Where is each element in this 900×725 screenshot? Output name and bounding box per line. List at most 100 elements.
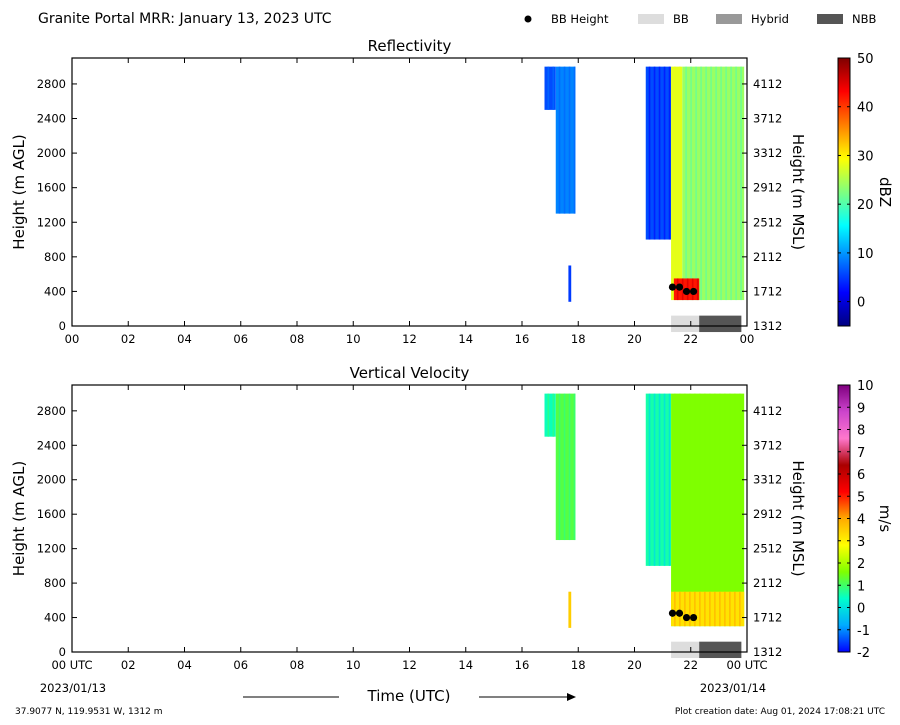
x-tick-label: 04 bbox=[177, 658, 192, 672]
echo-streak bbox=[648, 66, 651, 240]
echo-streak bbox=[663, 66, 666, 240]
echo-streak bbox=[674, 591, 676, 627]
creation-date-label: Plot creation date: Aug 01, 2024 17:08:2… bbox=[675, 707, 885, 717]
bb-height-point bbox=[689, 287, 698, 296]
y-tick-label: 400 bbox=[44, 611, 66, 625]
y-tick-label: 800 bbox=[44, 576, 66, 590]
echo-cell bbox=[544, 66, 556, 110]
y2-tick-label: 2912 bbox=[753, 507, 782, 521]
colorbar-tick-label: 9 bbox=[857, 401, 865, 416]
x-tick-label: 00 bbox=[740, 332, 755, 346]
colorbar-tick-label: 50 bbox=[857, 52, 874, 67]
bb-height-point bbox=[668, 283, 677, 291]
x-tick-label: 02 bbox=[121, 658, 136, 672]
y2-tick-label: 2512 bbox=[753, 215, 782, 229]
echo-streak bbox=[558, 66, 561, 214]
y2-tick-label: 1312 bbox=[753, 645, 782, 659]
bb-type-bar bbox=[699, 641, 742, 659]
y2-tick-label: 3712 bbox=[753, 112, 782, 126]
echo-streak bbox=[724, 591, 726, 627]
y-tick-label: 1200 bbox=[37, 215, 66, 229]
echo-streak bbox=[658, 66, 661, 240]
echo-layer bbox=[544, 66, 745, 302]
echo-streak bbox=[720, 66, 722, 301]
bb-height-point bbox=[682, 287, 691, 296]
echo-streak bbox=[714, 393, 716, 627]
x-tick-label: 10 bbox=[346, 658, 361, 672]
x-tick-label: 02 bbox=[121, 332, 136, 346]
colorbar-label: m/s bbox=[876, 505, 894, 533]
echo-cell bbox=[568, 265, 572, 302]
x-tick-label: 14 bbox=[458, 332, 473, 346]
echo-streak bbox=[674, 66, 676, 301]
echo-streak bbox=[729, 393, 731, 627]
echo-streak bbox=[684, 591, 686, 627]
echo-streak bbox=[694, 591, 696, 627]
x-tick-label: 10 bbox=[346, 332, 361, 346]
x-tick-label: 16 bbox=[515, 658, 530, 672]
echo-streak bbox=[740, 66, 742, 301]
y2-tick-label: 2112 bbox=[753, 576, 782, 590]
page-title: Granite Portal MRR: January 13, 2023 UTC bbox=[38, 11, 332, 27]
bb-type-bar bbox=[671, 315, 700, 333]
bb-type-bar bbox=[699, 315, 742, 333]
y-axis-label: Height (m AGL) bbox=[10, 134, 28, 249]
y-tick-label: 2000 bbox=[37, 473, 66, 487]
echo-streak bbox=[563, 66, 566, 214]
x-tick-label: 00 UTC bbox=[51, 658, 92, 672]
echo-streak bbox=[709, 591, 711, 627]
legend-label-bb-height: BB Height bbox=[551, 12, 609, 26]
x-tick-label: 22 bbox=[683, 658, 698, 672]
y2-axis-label: Height (m MSL) bbox=[789, 460, 807, 576]
echo-streak bbox=[689, 591, 691, 627]
panel-title: Vertical Velocity bbox=[350, 364, 470, 382]
echo-streak bbox=[725, 66, 727, 301]
y2-tick-label: 4112 bbox=[753, 77, 782, 91]
x-tick-label: 08 bbox=[290, 332, 305, 346]
echo-streak bbox=[552, 66, 555, 110]
y-tick-label: 1200 bbox=[37, 542, 66, 556]
end-date-label: 2023/01/14 bbox=[700, 681, 766, 695]
y-tick-label: 1600 bbox=[37, 507, 66, 521]
legend-bb-height-dot bbox=[524, 15, 532, 23]
echo-streak bbox=[715, 66, 717, 301]
echo-streak bbox=[719, 591, 721, 627]
echo-streak bbox=[663, 393, 666, 566]
echo-streak bbox=[730, 66, 732, 301]
y-tick-label: 2000 bbox=[37, 146, 66, 160]
legend-bb-swatch bbox=[638, 14, 664, 24]
bb-height-point bbox=[689, 613, 698, 622]
echo-streak bbox=[704, 393, 706, 627]
x-tick-label: 08 bbox=[290, 658, 305, 672]
echo-streak bbox=[729, 591, 731, 627]
echo-streak bbox=[568, 66, 571, 214]
echo-cell bbox=[544, 393, 556, 437]
echo-streak bbox=[734, 591, 736, 627]
echo-cell bbox=[671, 393, 745, 627]
colorbar bbox=[837, 57, 851, 327]
colorbar-tick-label: 0 bbox=[857, 602, 865, 617]
x-tick-label: 00 UTC bbox=[726, 658, 767, 672]
echo-streak bbox=[653, 66, 656, 240]
bb-height-point bbox=[668, 609, 677, 617]
legend-label-bb: BB bbox=[673, 12, 689, 26]
echo-streak bbox=[739, 591, 741, 627]
colorbar-tick-label: 4 bbox=[857, 513, 865, 528]
legend-hybrid-swatch bbox=[716, 14, 742, 24]
echo-streak bbox=[679, 591, 681, 627]
x-tick-label: 06 bbox=[233, 332, 248, 346]
colorbar-tick-label: 10 bbox=[857, 379, 874, 394]
echo-streak bbox=[696, 278, 699, 301]
arrow-right-icon bbox=[567, 693, 576, 701]
x-tick-label: 06 bbox=[233, 658, 248, 672]
y-tick-label: 2800 bbox=[37, 404, 66, 418]
echo-cell bbox=[671, 591, 745, 627]
colorbar-label: dBZ bbox=[876, 177, 894, 207]
colorbar-tick-label: 20 bbox=[857, 198, 874, 213]
echo-streak bbox=[699, 591, 701, 627]
bb-type-bar bbox=[671, 641, 700, 659]
echo-streak bbox=[653, 393, 656, 566]
echo-streak bbox=[700, 66, 702, 301]
y-tick-label: 2400 bbox=[37, 438, 66, 452]
